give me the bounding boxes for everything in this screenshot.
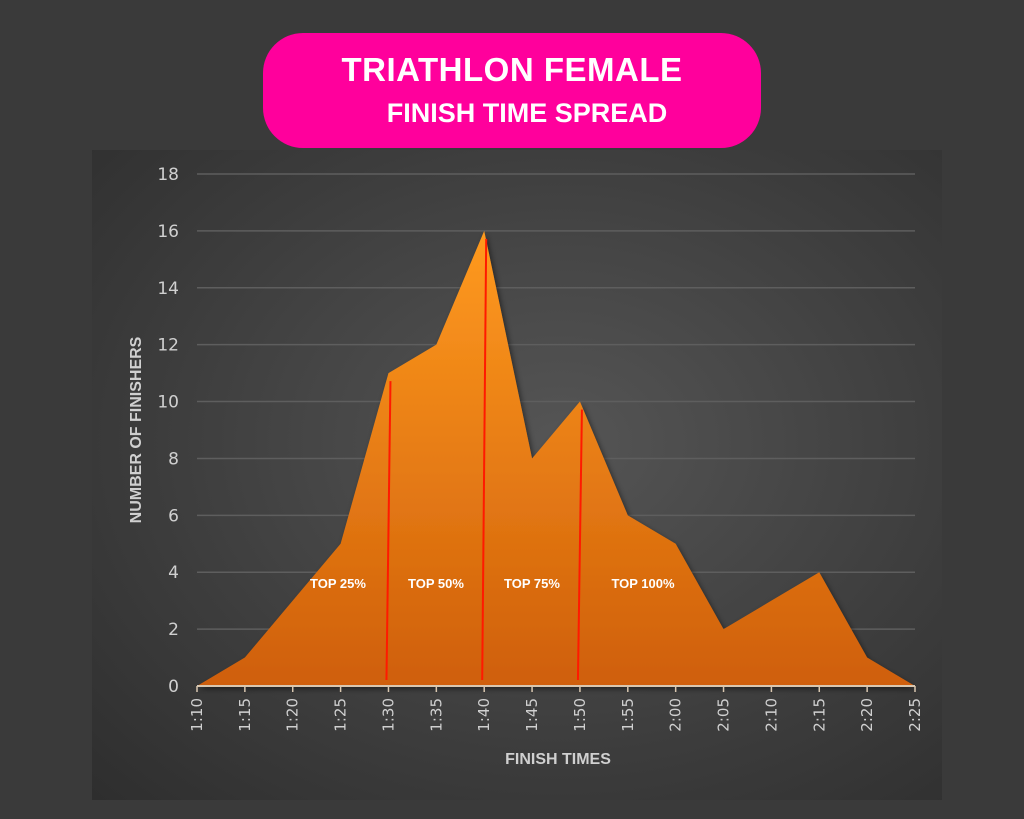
y-tick-label: 18	[157, 165, 179, 185]
x-tick-label: 2:10	[762, 698, 780, 732]
y-tick-label: 0	[168, 677, 179, 697]
y-tick-label: 6	[168, 506, 179, 526]
x-tick-label: 1:35	[427, 698, 445, 732]
title-banner: TRIATHLON FEMALE FINISH TIME SPREAD	[263, 33, 761, 148]
x-tick-label: 2:25	[906, 698, 924, 732]
y-tick-label: 4	[168, 563, 179, 583]
x-tick-label: 2:15	[810, 698, 828, 732]
region-label: TOP 100%	[611, 576, 675, 591]
x-tick-label: 1:50	[571, 698, 589, 732]
y-tick-label: 8	[168, 449, 179, 469]
title-line-1: TRIATHLON FEMALE	[341, 51, 683, 88]
x-axis-title: FINISH TIMES	[505, 751, 611, 768]
marker-line	[385, 381, 392, 681]
x-tick-label: 2:05	[715, 698, 733, 732]
x-tick-label: 1:15	[236, 698, 254, 732]
y-tick-label: 12	[157, 336, 179, 356]
x-tick-label: 1:40	[475, 698, 493, 732]
y-tick-label: 2	[168, 620, 179, 640]
marker-line	[481, 238, 488, 681]
x-tick-label: 2:20	[858, 698, 876, 732]
marker-line	[576, 409, 583, 681]
x-tick-label: 1:25	[332, 698, 350, 732]
x-tick-label: 1:45	[523, 698, 541, 732]
y-axis-title: NUMBER OF FINISHERS	[128, 336, 145, 523]
y-tick-label: 10	[157, 393, 179, 413]
area-series	[197, 230, 915, 686]
x-tick-label: 2:00	[667, 698, 685, 732]
x-tick-label: 1:55	[619, 698, 637, 732]
x-tick-label: 1:10	[188, 698, 206, 732]
x-tick-label: 1:20	[284, 698, 302, 732]
x-tick-label: 1:30	[379, 698, 397, 732]
region-label: TOP 50%	[408, 576, 464, 591]
y-tick-label: 14	[157, 279, 179, 299]
y-tick-label: 16	[157, 222, 179, 242]
region-label: TOP 75%	[504, 576, 560, 591]
title-line-2: FINISH TIME SPREAD	[386, 98, 668, 128]
region-label: TOP 25%	[310, 576, 366, 591]
